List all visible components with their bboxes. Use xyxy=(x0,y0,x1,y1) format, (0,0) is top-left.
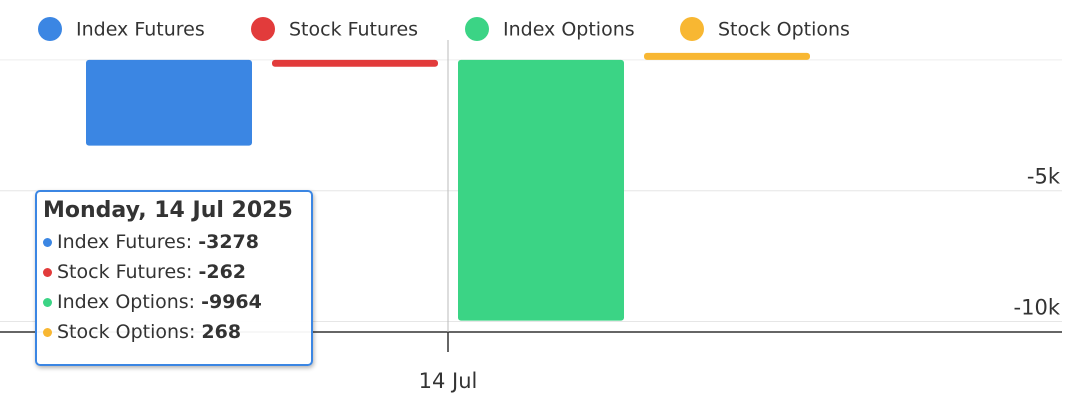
tooltip-value: -262 xyxy=(198,261,247,283)
tooltip-row: Stock Options268 xyxy=(43,317,305,347)
bar xyxy=(458,59,624,321)
tooltip-marker xyxy=(43,268,52,277)
tooltip-marker xyxy=(43,298,52,307)
legend-label[interactable]: Stock Futures xyxy=(289,19,418,41)
tooltip-series-name: Stock Options xyxy=(57,321,201,343)
tooltip-series-name: Stock Futures xyxy=(57,261,198,283)
legend-marker xyxy=(38,17,62,41)
tooltip-series-name: Index Futures xyxy=(57,231,198,253)
y-tick-label: -5k xyxy=(1027,165,1061,189)
tooltip-value: 268 xyxy=(201,321,242,343)
legend-marker xyxy=(251,17,275,41)
tooltip-value: -9964 xyxy=(201,291,262,313)
tooltip-row: Index Futures-3278 xyxy=(43,227,305,257)
tooltip-series-name: Index Options xyxy=(57,291,201,313)
tooltip-value: -3278 xyxy=(198,231,259,253)
legend-marker xyxy=(465,17,489,41)
legend-marker xyxy=(680,17,704,41)
tooltip-marker xyxy=(43,328,52,337)
legend-label[interactable]: Stock Options xyxy=(718,19,850,41)
y-tick-label: -10k xyxy=(1014,296,1061,320)
tooltip-row: Stock Futures-262 xyxy=(43,257,305,287)
legend-label[interactable]: Index Futures xyxy=(76,19,205,41)
tooltip-row: Index Options-9964 xyxy=(43,287,305,317)
bar xyxy=(272,59,438,67)
bar xyxy=(86,59,252,146)
tooltip-marker xyxy=(43,238,52,247)
tooltip-title: Monday, 14 Jul 2025 xyxy=(43,198,293,223)
tooltip: Monday, 14 Jul 2025 Index Futures-3278St… xyxy=(35,190,313,366)
x-tick-label: 14 Jul xyxy=(419,369,478,393)
legend-label[interactable]: Index Options xyxy=(503,19,635,41)
bar xyxy=(644,52,810,60)
